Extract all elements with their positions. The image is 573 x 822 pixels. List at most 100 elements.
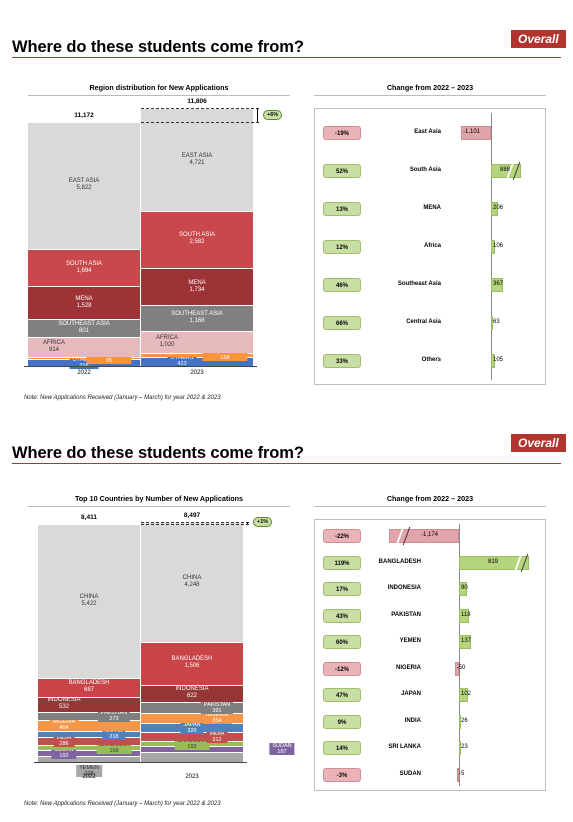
change-bar-others [491, 354, 495, 368]
delta-zero-axis [459, 524, 460, 786]
stack-label-value: 95 [105, 358, 113, 364]
stack-segment-central-asia-2022 [28, 356, 140, 360]
growth-reference-line-low [141, 121, 259, 123]
stack-label-value: 187 [277, 749, 287, 756]
stack-label-name: MENA [188, 279, 206, 286]
stack-segment-others-2023 [141, 356, 253, 366]
stack-label-name: INDONESIA [175, 686, 209, 693]
stack-segment-south-asia-2023 [141, 211, 253, 268]
stack-label-name: PAKISTAN [100, 709, 128, 716]
change-bar-sri-lanka [459, 741, 461, 755]
change-category-nigeria: NIGERIA [395, 664, 421, 671]
x-axis-label-2023: 2023 [185, 774, 199, 780]
stack-segment-japan-2022 [38, 731, 140, 738]
change-bar-pakistan [459, 608, 470, 623]
growth-reference-line-low [141, 524, 249, 526]
stack-label-value: 1,694 [76, 267, 92, 274]
growth-arrow-icon [257, 108, 258, 122]
stack-segment-bangladesh-2023 [141, 641, 243, 685]
stack-label-value: 158 [220, 355, 230, 362]
stack-label-name: OTHERS [170, 355, 194, 362]
stack-label-name: JAPAN [183, 721, 201, 728]
stack-label-value: 914 [48, 346, 60, 353]
stack-label-bangladesh-2022: BANGLADESH 687 [68, 680, 109, 694]
section-1-note: Note: New Applications Received (January… [24, 395, 221, 401]
stack-segment-indonesia-2023 [141, 684, 243, 703]
change-bar-mena [491, 202, 498, 216]
stack-label-name: INDIA [56, 735, 72, 742]
stack-label-value: 1,734 [189, 286, 205, 293]
stack-label-value: 318 [79, 363, 88, 369]
change-value-south-asia: 888 [500, 167, 511, 173]
country-change-panel: -22%CHINA-1,174119%BANGLADESH81917%INDON… [314, 519, 546, 791]
section-1-overall-badge: Overall [511, 30, 566, 48]
stack-label-value: 391 [212, 707, 222, 714]
growth-arrow-icon [247, 522, 248, 525]
stack-segment-sri-lanka-2022 [38, 745, 140, 751]
stack-label-japan-2023: JAPAN 320 [180, 721, 204, 734]
stack-label-value: 192 [59, 752, 69, 759]
change-bar-southeast-asia [491, 278, 504, 292]
stack-label-name: EAST ASIA [181, 152, 213, 159]
stack-label-name: CHINA [79, 594, 99, 600]
change-category-japan: JAPAN [401, 691, 421, 697]
growth-reference-line [141, 522, 249, 523]
stack-label-india-2022: INDIA 286 [53, 735, 75, 748]
section-2-title-rule [12, 463, 561, 464]
change-pct-pill-east-asia: -19% [323, 126, 361, 140]
stack-segment-east-asia-2022 [28, 121, 140, 250]
x-axis-baseline [24, 366, 257, 367]
stack-label-value: 687 [83, 687, 95, 694]
stack-label-nigeria-2023: NIGERIA 354 [202, 712, 232, 725]
stack-label-name: AFRICA [155, 335, 179, 342]
change-value-pakistan: 118 [461, 611, 471, 618]
stack-label-name: OTHERS [72, 356, 96, 363]
change-value-bangladesh: 819 [488, 558, 499, 565]
change-value-india: 26 [461, 717, 468, 724]
stack-label-south-asia-2022: SOUTH ASIA 1,694 [66, 261, 102, 275]
section-2-title: Where do these students come from? [12, 444, 304, 462]
change-pct-pill-sri-lanka: 14% [323, 741, 361, 755]
stack-label-value: 532 [58, 704, 70, 711]
change-category-pakistan: PAKISTAN [391, 611, 421, 618]
change-pct-pill-yemen: 60% [323, 635, 361, 649]
change-category-africa: Africa [423, 243, 441, 249]
stack-label-pakistan-2023: PAKISTAN 391 [200, 701, 234, 714]
stack-segment-mena-2023 [141, 267, 253, 306]
change-category-central-asia: Central Asia [406, 319, 441, 325]
region-change-panel: -19% East Asia -1,101 52% South Asia 888 13% ME… [314, 108, 546, 385]
section-1-left-subtitle-rule [28, 95, 290, 96]
stack-segment-yemen-2022 [38, 755, 140, 762]
x-axis-label-2022: 2022 [82, 774, 96, 780]
change-value-yemen: 137 [461, 638, 472, 644]
stack-label-value: 404 [59, 725, 69, 732]
change-value-east-asia: -1,101 [463, 129, 481, 135]
stack-segment-mena-2022 [28, 286, 140, 320]
change-pct-pill-china: -22% [323, 529, 361, 543]
stack-label-value: 312 [212, 736, 222, 743]
change-value-others: 105 [493, 357, 504, 363]
change-category-south-asia: South Asia [409, 167, 441, 173]
change-value-mena: 206 [493, 205, 504, 211]
section-1-title: Where do these students come from? [12, 38, 304, 56]
change-category-mena: MENA [423, 205, 441, 211]
change-value-nigeria: -50 [456, 664, 466, 671]
stack-segment-east-asia-2023 [141, 108, 253, 212]
region-growth-pill: +6% [263, 110, 283, 120]
stack-label-southeast-asia-2023: SOUTHEAST ASIA 1,168 [171, 311, 223, 325]
change-bar-indonesia [459, 582, 467, 596]
section-2-overall-badge: Overall [511, 434, 566, 452]
x-axis-label-2022: 2022 [77, 370, 91, 376]
stack-label-name: BANGLADESH [171, 656, 213, 663]
stack-label-value: 218 [109, 734, 119, 741]
stack-label-name: NIGERIA [205, 712, 229, 719]
change-bar-africa [491, 240, 495, 254]
stack-segment-south-asia-2022 [28, 249, 140, 287]
stack-segment-china-2022 [38, 524, 140, 678]
x-axis-label-2023: 2023 [190, 370, 204, 376]
change-category-indonesia: INDONESIA [387, 585, 421, 591]
stack-label-east-asia-2022: EAST ASIA 5,822 [69, 178, 100, 192]
stack-label-value: 286 [59, 741, 69, 748]
stack-segment-nigeria-2022 [38, 719, 140, 732]
stack-label-africa-2023: AFRICA 1,020 [156, 335, 178, 349]
